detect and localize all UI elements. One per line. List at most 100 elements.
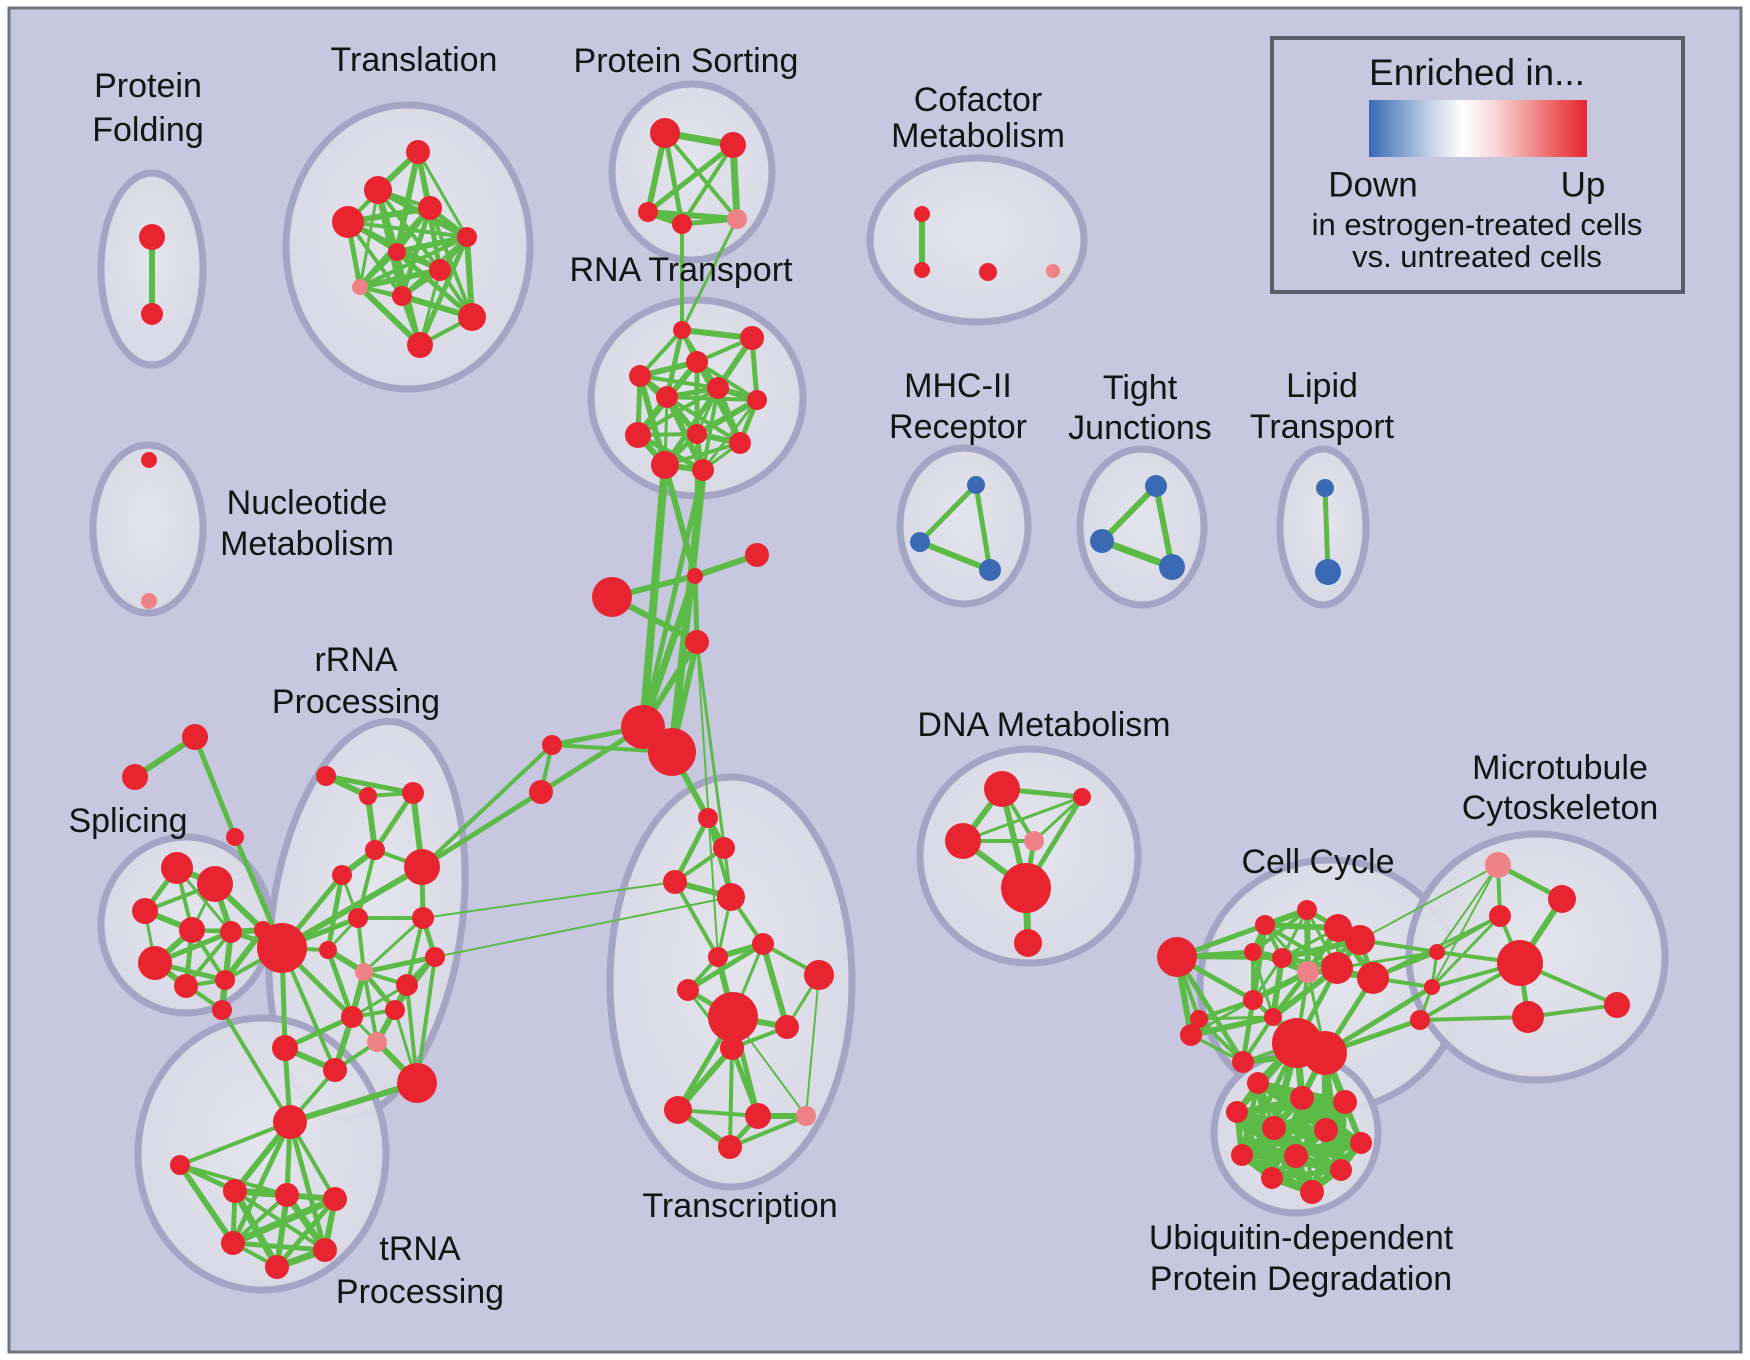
node-transcription-14[interactable] [718, 1135, 742, 1159]
node-mhc-ii-receptor-2[interactable] [979, 559, 1001, 581]
node-cofactor-metabolism-0[interactable] [914, 206, 930, 222]
node-ubiquitin-degradation-4[interactable] [1262, 1116, 1286, 1140]
node-junction-2[interactable] [745, 543, 769, 567]
node-rrna-processing-8[interactable] [412, 907, 434, 929]
node-cell-cycle-14[interactable] [1303, 1031, 1347, 1075]
node-microtubule-cytoskeleton-5[interactable] [1604, 992, 1630, 1018]
node-splicing-2[interactable] [132, 898, 158, 924]
node-microtubule-cytoskeleton-8[interactable] [1410, 1010, 1430, 1030]
node-splicing-0[interactable] [161, 852, 193, 884]
node-junction-6[interactable] [542, 735, 562, 755]
node-cofactor-metabolism-2[interactable] [979, 263, 997, 281]
node-rrna-processing-11[interactable] [396, 974, 418, 996]
node-ubiquitin-degradation-10[interactable] [1261, 1167, 1283, 1189]
node-rrna-processing-2[interactable] [402, 782, 424, 804]
node-junction-5[interactable] [648, 728, 696, 776]
node-translation-9[interactable] [458, 303, 486, 331]
node-rrna-processing-14[interactable] [385, 1000, 405, 1020]
node-cell-cycle-3[interactable] [1297, 900, 1317, 920]
node-rrna-processing-4[interactable] [365, 840, 385, 860]
node-dna-metabolism-0[interactable] [984, 771, 1020, 807]
node-transcription-0[interactable] [698, 808, 718, 828]
node-ubiquitin-degradation-11[interactable] [1300, 1180, 1324, 1204]
node-cell-cycle-4[interactable] [1244, 943, 1262, 961]
node-protein-sorting-3[interactable] [672, 214, 692, 234]
node-mhc-ii-receptor-0[interactable] [967, 476, 985, 494]
node-rrna-processing-9[interactable] [319, 941, 337, 959]
node-splicing-3[interactable] [179, 917, 205, 943]
node-splicing-arm-2[interactable] [226, 828, 244, 846]
node-splicing-8[interactable] [215, 970, 235, 990]
node-cell-cycle-15[interactable] [1232, 1051, 1254, 1073]
node-rna-transport-3[interactable] [629, 365, 651, 387]
node-ubiquitin-degradation-8[interactable] [1284, 1144, 1308, 1168]
node-transcription-4[interactable] [752, 933, 774, 955]
node-microtubule-cytoskeleton-1[interactable] [1548, 885, 1576, 913]
node-rrna-processing-10[interactable] [425, 947, 445, 967]
node-rna-transport-10[interactable] [651, 451, 679, 479]
node-translation-0[interactable] [406, 140, 430, 164]
node-ubiquitin-degradation-1[interactable] [1290, 1086, 1314, 1110]
node-splicing-arm-1[interactable] [122, 764, 148, 790]
node-protein-sorting-2[interactable] [638, 202, 658, 222]
node-junction-7[interactable] [529, 780, 553, 804]
node-cell-cycle-0[interactable] [1157, 937, 1197, 977]
node-transcription-5[interactable] [708, 947, 728, 967]
node-cell-cycle-12[interactable] [1264, 1008, 1282, 1026]
node-rna-transport-2[interactable] [686, 351, 708, 373]
node-mhc-ii-receptor-1[interactable] [910, 532, 930, 552]
node-protein-sorting-1[interactable] [720, 132, 746, 158]
node-protein-sorting-0[interactable] [650, 118, 680, 148]
node-transcription-7[interactable] [804, 960, 834, 990]
node-cofactor-metabolism-1[interactable] [914, 262, 930, 278]
node-trna-processing-3[interactable] [275, 1183, 299, 1207]
node-ubiquitin-degradation-9[interactable] [1330, 1159, 1352, 1181]
node-rna-transport-0[interactable] [673, 321, 691, 339]
node-splicing-7[interactable] [174, 974, 198, 998]
node-rna-transport-7[interactable] [625, 422, 651, 448]
node-ubiquitin-degradation-0[interactable] [1247, 1072, 1269, 1094]
node-transcription-6[interactable] [677, 979, 699, 1001]
node-rrna-processing-13[interactable] [341, 1006, 363, 1028]
node-rrna-processing-18[interactable] [397, 1063, 437, 1103]
node-transcription-8[interactable] [708, 992, 758, 1042]
node-cell-cycle-8[interactable] [1345, 925, 1375, 955]
node-dna-metabolism-3[interactable] [1024, 831, 1044, 851]
node-transcription-1[interactable] [713, 837, 735, 859]
node-rna-transport-4[interactable] [707, 377, 729, 399]
node-translation-2[interactable] [418, 196, 442, 220]
node-transcription-3[interactable] [717, 883, 745, 911]
node-translation-7[interactable] [352, 279, 368, 295]
node-transcription-11[interactable] [664, 1096, 692, 1124]
node-rrna-processing-0[interactable] [316, 766, 336, 786]
node-microtubule-cytoskeleton-2[interactable] [1489, 905, 1511, 927]
node-cell-cycle-5[interactable] [1272, 948, 1292, 968]
node-splicing-4[interactable] [220, 921, 242, 943]
node-rrna-processing-5[interactable] [332, 865, 352, 885]
node-ubiquitin-degradation-3[interactable] [1226, 1101, 1248, 1123]
node-rna-transport-1[interactable] [740, 326, 764, 350]
node-cell-cycle-11[interactable] [1243, 990, 1263, 1010]
node-translation-3[interactable] [332, 206, 364, 238]
node-lipid-transport-1[interactable] [1315, 559, 1341, 585]
node-microtubule-cytoskeleton-6[interactable] [1429, 944, 1445, 960]
node-junction-1[interactable] [687, 568, 703, 584]
node-rrna-processing-6[interactable] [257, 923, 307, 973]
node-cell-cycle-7[interactable] [1324, 914, 1352, 942]
node-cell-cycle-9[interactable] [1321, 952, 1353, 984]
node-dna-metabolism-2[interactable] [945, 823, 981, 859]
node-dna-metabolism-5[interactable] [1014, 929, 1042, 957]
node-translation-5[interactable] [388, 243, 406, 261]
node-transcription-10[interactable] [720, 1036, 744, 1060]
node-transcription-9[interactable] [775, 1015, 799, 1039]
node-junction-0[interactable] [592, 577, 632, 617]
node-rrna-processing-17[interactable] [272, 1035, 298, 1061]
node-tight-junctions-1[interactable] [1090, 529, 1114, 553]
node-trna-processing-7[interactable] [265, 1255, 289, 1279]
node-microtubule-cytoskeleton-0[interactable] [1485, 852, 1511, 878]
node-rrna-processing-12[interactable] [355, 963, 373, 981]
node-rna-transport-6[interactable] [656, 386, 678, 408]
node-trna-processing-1[interactable] [170, 1155, 190, 1175]
node-trna-processing-0[interactable] [273, 1105, 307, 1139]
node-trna-processing-5[interactable] [221, 1231, 245, 1255]
